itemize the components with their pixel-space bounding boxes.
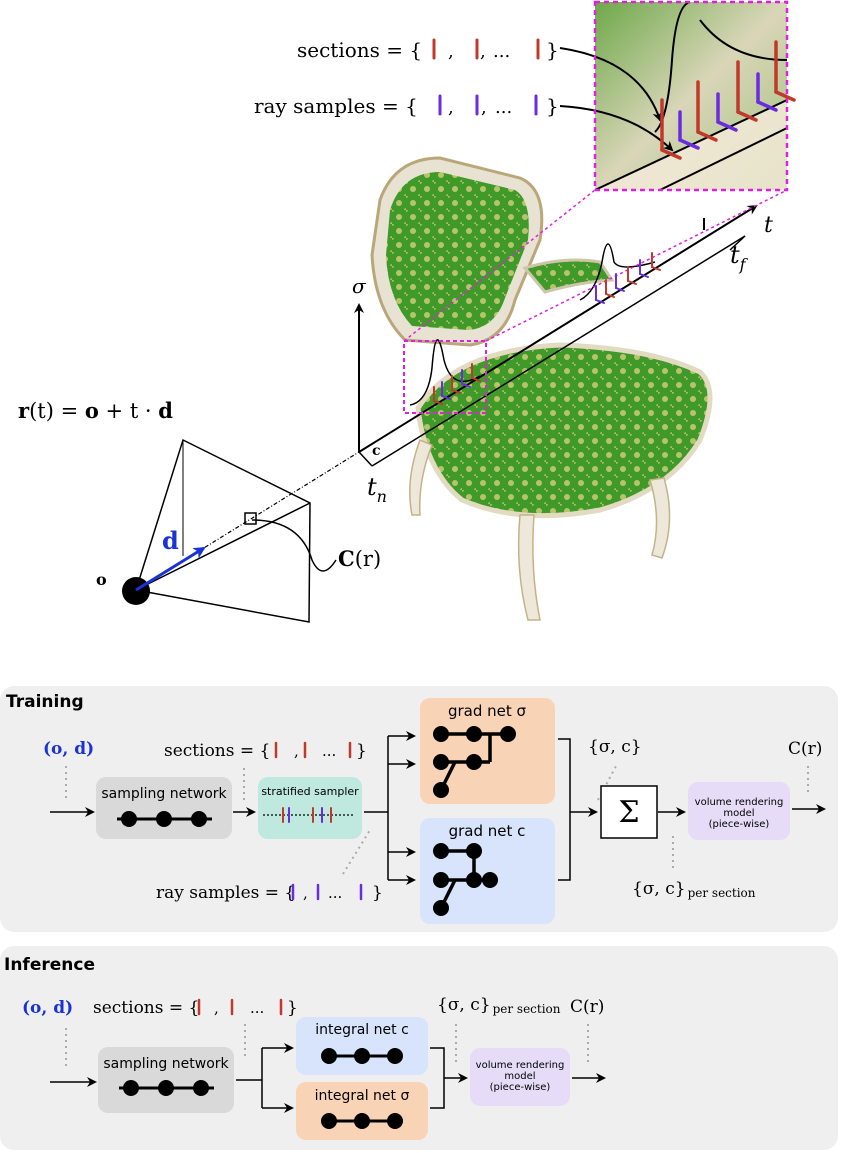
training-panel: Training (o, d) sampling network stratif… [0,686,838,932]
inference-volume-rendering: volume rendering model (piece-wise) [470,1048,570,1106]
ray-samples-legend: ray samples = { ... } , , [254,94,559,118]
inset-tick [696,130,718,142]
sections-legend: sections = { ... } , , [297,38,559,62]
inset-tick [660,148,682,160]
integral-net-sigma: integral net σ [296,1082,428,1140]
svg-text:ray samples = {: ray samples = { [156,883,295,903]
inference-input: (o, d) [22,998,73,1018]
svg-text:,: , [294,742,299,760]
inset-tick [774,90,796,102]
ray-tick [433,400,443,405]
camera-origin [122,577,150,605]
ray-tick [605,293,615,298]
svg-text:,: , [481,97,487,118]
pixel-box [244,512,257,525]
ray-ticks [433,252,661,405]
inference-sampling-network: sampling network [98,1047,234,1113]
svg-text:r(t) = o + t · d: r(t) = o + t · d [18,398,173,423]
inference-panel: Inference (o, d) sections = { , ... } sa… [0,946,838,1150]
grad-net-c: grad net c [420,818,555,924]
inference-title: Inference [4,955,95,975]
svg-text:}: } [372,883,383,903]
ray-samples-legend-ellipsis: ... [495,97,512,118]
stratified-sampler: stratified sampler [258,777,362,839]
training-sigma-c: {σ, c} [588,737,642,757]
training-ray-samples-label: ray samples = { , ... } [156,883,383,903]
inference-sections-label: sections = { , ... } [93,998,298,1018]
inset-tick [756,100,778,112]
ray-tick [595,299,605,304]
sigma-axis-label: σ [352,274,367,298]
inset-tick [736,110,758,122]
ray-tick [471,377,481,382]
t-near-label: tn [367,473,387,506]
inference-output: C(r) [570,997,604,1017]
svg-text:integral net c: integral net c [315,1022,409,1038]
ray-tick [615,287,625,292]
svg-text:Σ: Σ [618,795,639,830]
svg-text:grad net c: grad net c [449,822,526,840]
sections-legend-text: sections = { [297,38,422,62]
svg-text:(piece-wise): (piece-wise) [709,819,770,830]
training-output: C(r) [788,739,822,759]
t-axis-label: t [764,213,773,238]
svg-text:,: , [448,97,454,118]
svg-text:sampling network: sampling network [103,1056,229,1072]
training-volume-rendering: volume rendering model (piece-wise) [688,782,790,840]
grad-net-sigma: grad net σ [420,698,555,804]
ray-tick [461,383,471,388]
svg-text:model: model [723,808,754,819]
svg-text:}: } [287,998,298,1018]
inference-sigma-c-section: {σ, c} per section [437,995,561,1016]
ray-tick [451,389,461,394]
svg-text:(piece-wise): (piece-wise) [490,1082,551,1093]
chair-illustration [370,156,713,621]
direction-arrow [135,546,206,592]
ray-equation: r(t) = o + t · d [18,398,173,423]
svg-text:sections = {: sections = { [93,998,199,1018]
t-far-label: tf [730,241,749,274]
sections-legend-close: } [546,38,559,62]
training-title: Training [6,692,84,712]
c-label: c [372,443,381,459]
zoom-inset-frame [593,0,789,192]
svg-text:volume rendering: volume rendering [476,1060,565,1071]
inset-tick [716,120,738,132]
svg-text:volume rendering: volume rendering [695,797,784,808]
svg-text:integral net σ: integral net σ [315,1088,410,1104]
svg-text:...: ... [250,999,264,1017]
svg-text:model: model [504,1071,535,1082]
integral-net-c: integral net c [296,1017,428,1075]
training-input: (o, d) [43,739,94,759]
svg-text:stratified sampler: stratified sampler [261,785,359,798]
svg-text:...: ... [328,884,342,902]
training-sampling-network: sampling network [96,777,232,839]
svg-text:,: , [480,41,486,62]
training-sections-label: sections = { , ... } [164,741,367,761]
svg-text:,: , [214,999,219,1017]
ray-tick [651,266,661,271]
color-output-label: C(r) [338,546,381,571]
sum-block: Σ [600,785,658,839]
svg-text:,: , [303,884,308,902]
ray-samples-legend-text: ray samples = { [254,94,418,118]
ray-tick [441,395,451,400]
inset-ticks [660,40,796,160]
ray-samples-legend-close: } [546,94,559,118]
sections-legend-ellipsis: ... [493,41,510,62]
svg-text:grad net σ: grad net σ [448,702,527,720]
direction-label: d [162,526,179,555]
training-sigma-c-section: {σ, c} per section [632,879,756,900]
ray-tick [627,280,637,285]
origin-label: o [96,570,107,589]
svg-text:}: } [356,741,367,761]
svg-text:,: , [448,41,454,62]
inset-tick [678,138,700,150]
svg-text:sections = {: sections = { [164,741,270,761]
svg-text:sampling network: sampling network [101,786,227,802]
svg-text:...: ... [322,742,336,760]
ray-tick [639,273,649,278]
